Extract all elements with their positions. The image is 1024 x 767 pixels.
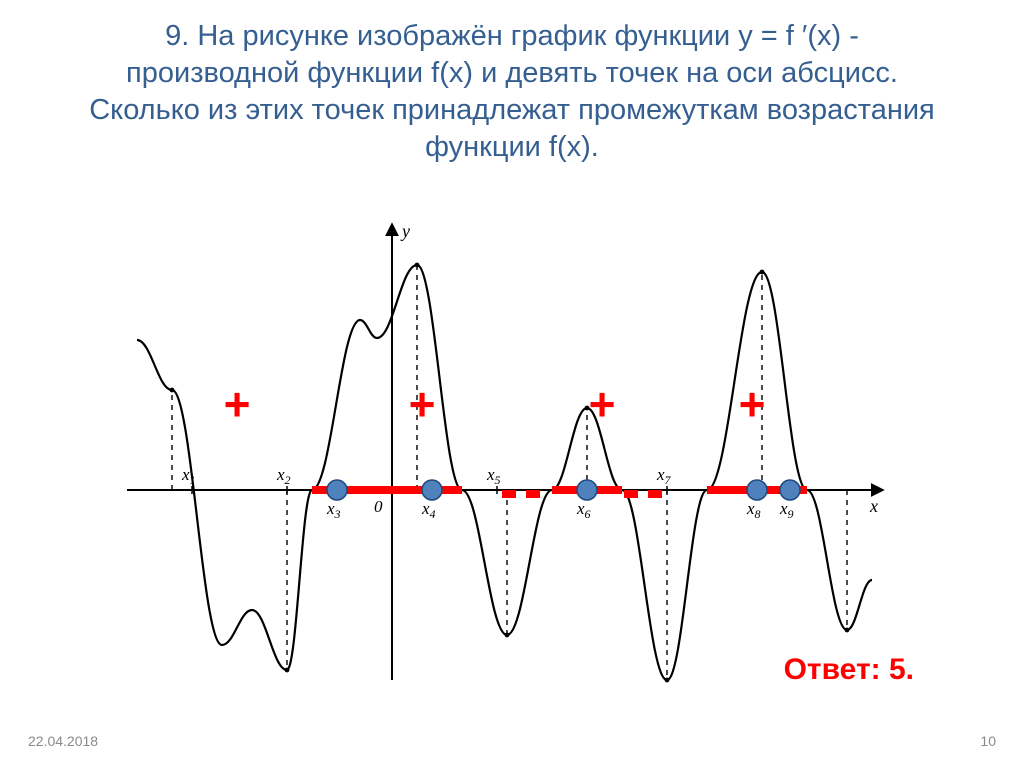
plus-marker-2: + xyxy=(409,378,436,430)
highlight-dot-x4 xyxy=(422,480,442,500)
point-label-x3: x3 xyxy=(326,499,341,521)
plus-marker-3: + xyxy=(589,378,616,430)
slide: 9. На рисунке изображён график функции y… xyxy=(0,0,1024,767)
point-label-x1: x1 xyxy=(181,465,196,487)
highlight-dot-x9 xyxy=(780,480,800,500)
point-label-x7: x7 xyxy=(656,465,672,487)
highlight-dot-x8 xyxy=(747,480,767,500)
point-label-x6: x6 xyxy=(576,499,591,521)
x-axis-label: x xyxy=(869,496,878,516)
point-label-x9: x9 xyxy=(779,499,794,521)
chart-area: x1 x2 x3 x4 x5 x6 x7 x8 x9 0 x y + + + + xyxy=(112,210,912,690)
answer-text: Ответ: 5. xyxy=(784,653,914,687)
derivative-graph: x1 x2 x3 x4 x5 x6 x7 x8 x9 0 x y + + + + xyxy=(112,210,912,690)
highlight-dot-x6 xyxy=(577,480,597,500)
point-label-x5: x5 xyxy=(486,465,501,487)
footer-page-number: 10 xyxy=(980,733,996,749)
problem-title: 9. На рисунке изображён график функции y… xyxy=(80,18,944,166)
point-label-x2: x2 xyxy=(276,465,291,487)
origin-zero: 0 xyxy=(374,497,383,516)
plus-marker-4: + xyxy=(739,378,766,430)
point-label-x8: x8 xyxy=(746,499,761,521)
y-axis-label: y xyxy=(400,221,410,241)
plus-marker-1: + xyxy=(224,378,251,430)
footer-date: 22.04.2018 xyxy=(28,733,98,749)
highlight-dot-x3 xyxy=(327,480,347,500)
point-label-x4: x4 xyxy=(421,499,436,521)
